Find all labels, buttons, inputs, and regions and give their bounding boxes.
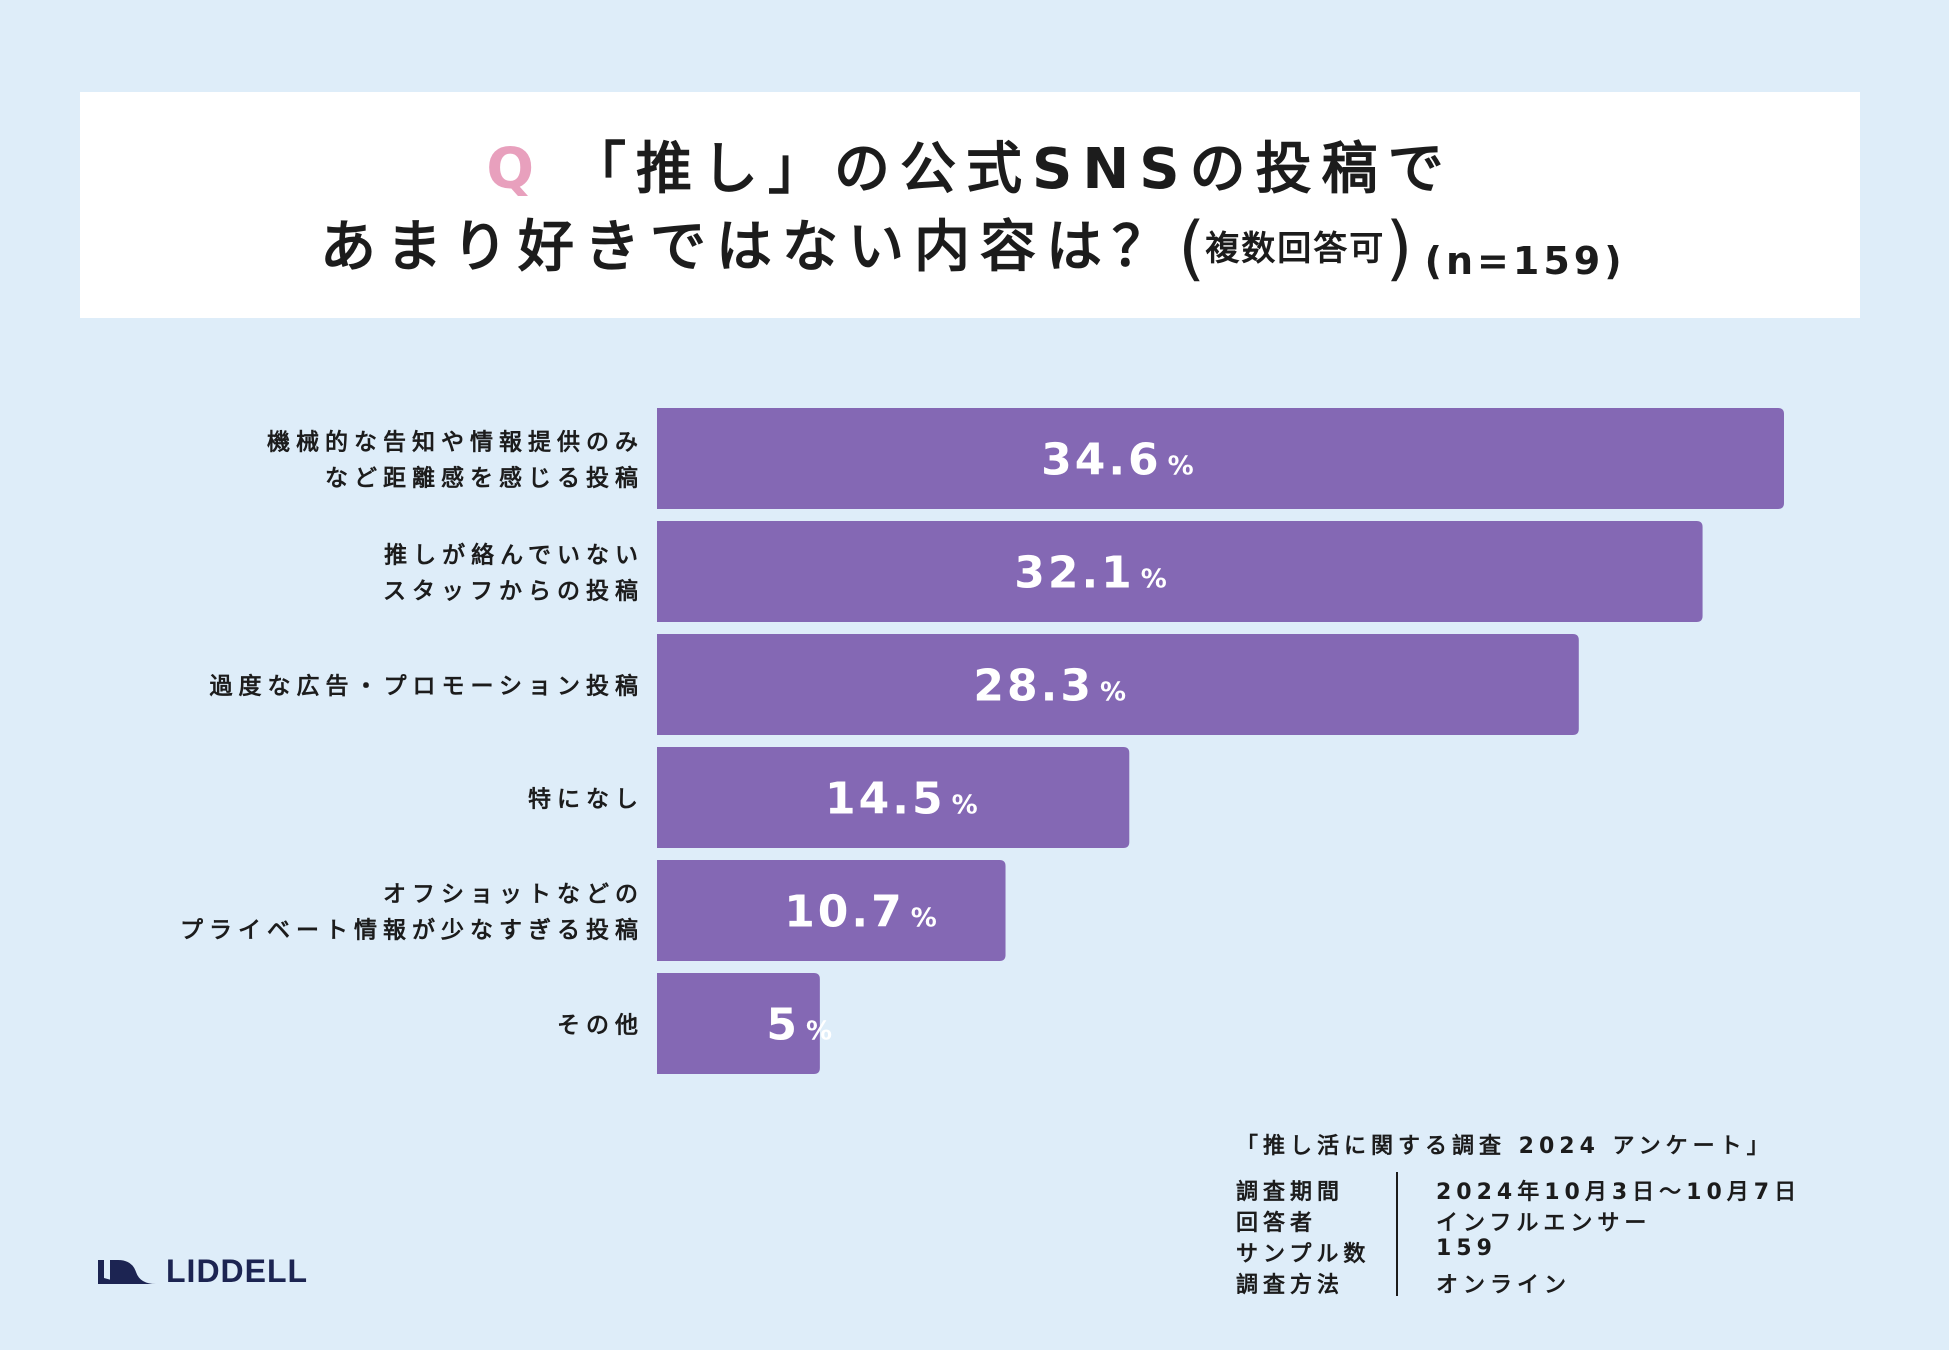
bar xyxy=(657,408,1784,509)
category-label: 推しが絡んでいない xyxy=(384,542,644,569)
category-label: オフショットなどの xyxy=(383,882,644,908)
title-line-2: あまり好きではない内容は？(複数回答可) (n=159) xyxy=(320,202,1949,289)
category-label: 機械的な告知や情報提供のみ xyxy=(267,429,644,456)
note-paren-close: ) xyxy=(1385,207,1413,289)
bar xyxy=(657,634,1579,735)
multiple-answer-note: 複数回答可 xyxy=(1205,229,1386,269)
bar xyxy=(657,860,1006,961)
meta-key: 回答者 xyxy=(1236,1211,1318,1236)
liddell-logo: LIDDELL xyxy=(96,1252,309,1289)
title-line-1: Q 「推し」の公式SNSの投稿で xyxy=(80,124,1860,205)
meta-value: インフルエンサー xyxy=(1436,1211,1652,1236)
q-mark: Q xyxy=(486,137,535,202)
liddell-logo-icon xyxy=(98,1260,156,1284)
meta-value: オンライン xyxy=(1436,1273,1572,1298)
meta-value: 159 xyxy=(1436,1236,1497,1261)
meta-value: 2024年10月3日〜10月7日 xyxy=(1436,1180,1802,1205)
category-label: その他 xyxy=(557,1013,644,1039)
logo-text: LIDDELL xyxy=(166,1252,309,1289)
category-label: など距離感を感じる投稿 xyxy=(325,465,644,492)
title-text-2: あまり好きではない内容は？ xyxy=(320,215,1178,280)
title-text-1: 「推し」の公式SNSの投稿で xyxy=(570,137,1454,202)
category-label: スタッフからの投稿 xyxy=(383,578,644,605)
meta-key: 調査期間 xyxy=(1236,1180,1345,1205)
category-label: 過度な広告・プロモーション投稿 xyxy=(209,673,644,700)
meta-divider xyxy=(1396,1172,1398,1296)
bar xyxy=(657,973,820,1074)
data-label: 10.7% xyxy=(784,887,940,938)
category-label: プライベート情報が少なすぎる投稿 xyxy=(180,917,644,944)
survey-title: 「推し活に関する調査 2024 アンケート」 xyxy=(1236,1134,1774,1159)
bar xyxy=(657,747,1130,848)
meta-key: サンプル数 xyxy=(1236,1242,1371,1267)
meta-key: 調査方法 xyxy=(1236,1273,1345,1298)
title-banner: Q 「推し」の公式SNSの投稿で あまり好きではない内容は？(複数回答可) (n=1… xyxy=(80,92,1860,318)
sample-size-label: (n=159) xyxy=(1424,239,1626,283)
bar xyxy=(657,521,1703,622)
note-paren-open: ( xyxy=(1178,207,1206,289)
category-label: 特になし xyxy=(528,787,644,813)
